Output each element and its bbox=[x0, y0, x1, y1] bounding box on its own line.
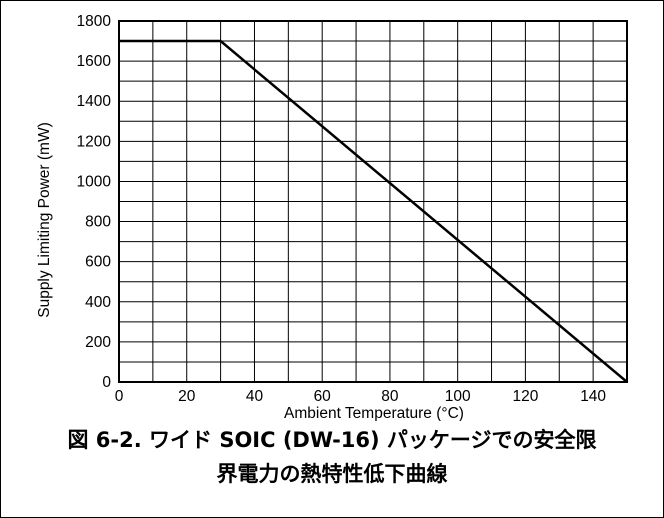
x-axis-ticks: 0 20 40 60 80 100 120 140 bbox=[115, 388, 607, 405]
x-tick-label: 0 bbox=[115, 388, 124, 405]
series-layer bbox=[119, 39, 628, 383]
series-line bbox=[119, 39, 628, 383]
x-tick-label: 80 bbox=[381, 388, 399, 405]
y-tick-label: 800 bbox=[85, 214, 111, 231]
y-tick-label: 1600 bbox=[77, 53, 112, 70]
figure-caption: 図 6-2. ワイド SOIC (DW-16) パッケージでの安全限 界電力の熱… bbox=[1, 423, 663, 491]
x-axis-label: Ambient Temperature (°C) bbox=[284, 405, 464, 421]
y-axis-label: Supply Limiting Power (mW) bbox=[36, 122, 53, 318]
y-tick-label: 0 bbox=[102, 374, 111, 391]
x-tick-label: 120 bbox=[512, 388, 538, 405]
y-tick-label: 1800 bbox=[77, 13, 112, 30]
x-tick-label: 140 bbox=[580, 388, 606, 405]
chart: 0 20 40 60 80 100 120 140 0 200 400 600 800 1000 1200… bbox=[36, 13, 628, 421]
x-tick-label: 40 bbox=[246, 388, 264, 405]
caption-line-2: 界電力の熱特性低下曲線 bbox=[216, 462, 448, 486]
y-tick-label: 1400 bbox=[77, 93, 112, 110]
y-axis-ticks: 0 200 400 600 800 1000 1200 1400 1600 1800 bbox=[77, 13, 112, 391]
y-tick-label: 200 bbox=[85, 334, 111, 351]
y-tick-label: 600 bbox=[85, 254, 111, 271]
x-tick-label: 20 bbox=[178, 388, 196, 405]
grid bbox=[119, 21, 627, 382]
y-tick-label: 400 bbox=[85, 294, 111, 311]
y-tick-label: 1200 bbox=[77, 133, 112, 150]
plot-frame bbox=[118, 20, 628, 383]
x-tick-label: 60 bbox=[314, 388, 332, 405]
y-tick-label: 1000 bbox=[77, 173, 112, 190]
x-tick-label: 100 bbox=[445, 388, 471, 405]
caption-line-1: 図 6-2. ワイド SOIC (DW-16) パッケージでの安全限 bbox=[67, 428, 597, 452]
